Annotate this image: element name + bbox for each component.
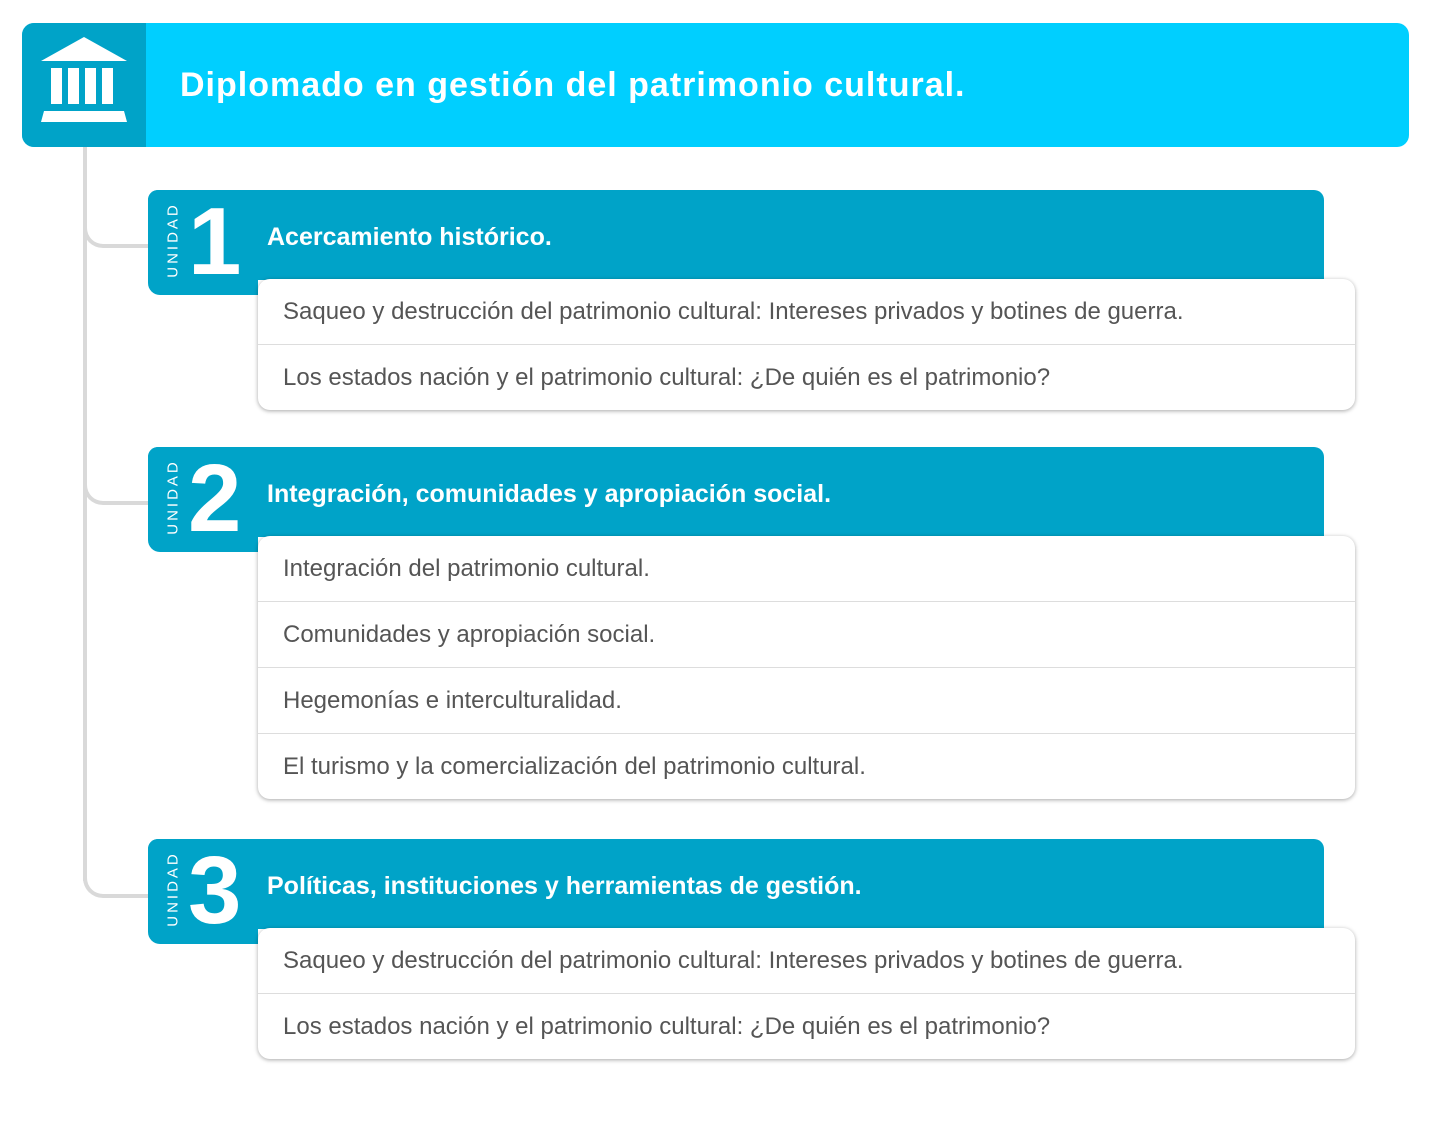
unit-number: 2 <box>188 445 242 552</box>
unit-label: UNIDAD <box>164 459 182 535</box>
tree-branch <box>83 475 149 505</box>
unit-tab: UNIDAD 1 <box>148 190 258 295</box>
unit-header <box>148 839 1324 929</box>
topic-item: Saqueo y destrucción del patrimonio cult… <box>283 298 1184 325</box>
topic-item: Los estados nación y el patrimonio cultu… <box>258 344 1355 410</box>
topic-item: Integración del patrimonio cultural. <box>283 555 650 582</box>
unit-number: 1 <box>188 188 242 295</box>
topic-list: Saqueo y destrucción del patrimonio cult… <box>258 928 1355 1059</box>
topic-item: Hegemonías e interculturalidad. <box>258 667 1355 733</box>
unit-header <box>148 447 1324 537</box>
page-title: Diplomado en gestión del patrimonio cult… <box>180 66 966 104</box>
unit-tab: UNIDAD 2 <box>148 447 258 552</box>
unit-title: Acercamiento histórico. <box>267 223 552 251</box>
unit-tab: UNIDAD 3 <box>148 839 258 944</box>
course-header: Diplomado en gestión del patrimonio cult… <box>22 23 1409 147</box>
topic-item: El turismo y la comercialización del pat… <box>258 733 1355 799</box>
unit-label: UNIDAD <box>164 851 182 927</box>
tree-branch <box>83 868 149 898</box>
topic-list: Integración del patrimonio cultural. Comu… <box>258 536 1355 799</box>
topic-item: Saqueo y destrucción del patrimonio cult… <box>283 947 1184 974</box>
tree-branch <box>83 218 149 248</box>
unit-title: Integración, comunidades y apropiación s… <box>267 480 832 508</box>
unit-label: UNIDAD <box>164 202 182 278</box>
tree-line <box>83 147 87 881</box>
topic-item: Comunidades y apropiación social. <box>258 601 1355 667</box>
unit-header <box>148 190 1324 280</box>
museum-icon <box>22 23 146 147</box>
topic-list: Saqueo y destrucción del patrimonio cult… <box>258 279 1355 410</box>
topic-item: Los estados nación y el patrimonio cultu… <box>258 993 1355 1059</box>
unit-number: 3 <box>188 837 242 944</box>
unit-title: Políticas, instituciones y herramientas … <box>267 872 862 900</box>
